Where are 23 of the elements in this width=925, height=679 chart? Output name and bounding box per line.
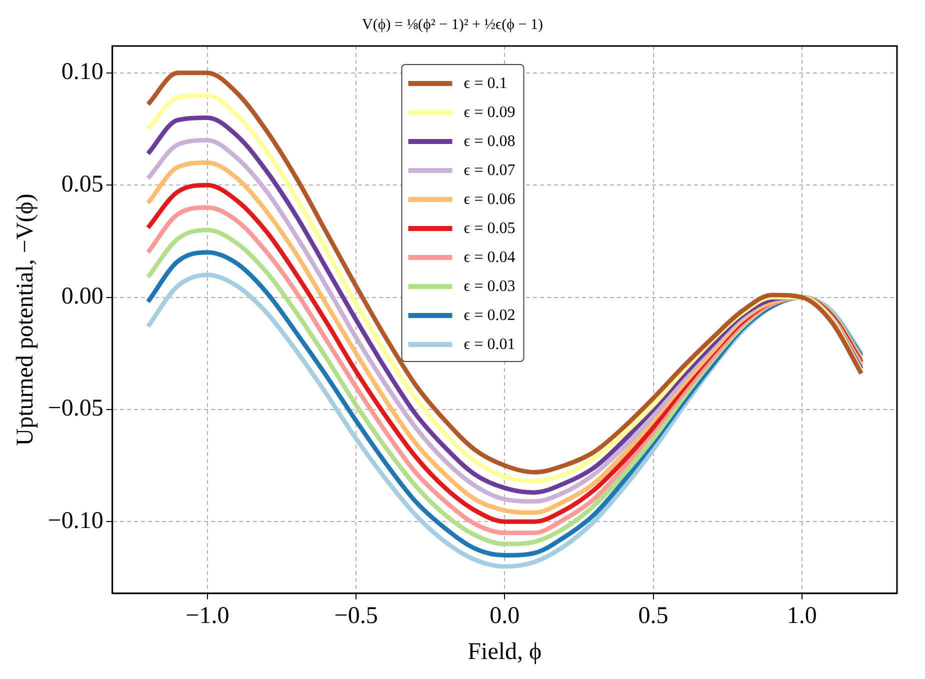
legend-label: ϵ = 0.03 [464,278,516,296]
x-tick-label: 0.0 [490,603,520,630]
y-tick-label: 0.05 [61,171,104,198]
legend-label: ϵ = 0.04 [464,248,516,266]
x-tick-label: −0.5 [334,603,378,630]
y-tick-label: 0.00 [61,284,104,310]
legend-label: ϵ = 0.05 [464,220,516,238]
legend-label: ϵ = 0.01 [464,336,516,354]
y-tick-label: −0.05 [48,396,104,422]
legend-label: ϵ = 0.1 [464,74,508,92]
y-tick-label: 0.10 [61,59,104,86]
legend-label: ϵ = 0.09 [464,104,516,122]
x-tick-label: 1.0 [786,603,817,630]
legend-label: ϵ = 0.07 [464,162,516,180]
legend-label: ϵ = 0.08 [464,132,516,150]
legend-label: ϵ = 0.06 [464,190,516,208]
x-tick-label: −1.0 [186,603,230,630]
y-axis-title: Upturned potential, −V(ϕ) [12,194,39,446]
chart-title: V(ϕ) = ⅛(ϕ² − 1)² + ½ϵ(ϕ − 1) [362,16,543,33]
x-tick-label: 0.5 [638,603,668,630]
x-axis-title: Field, ϕ [468,638,542,665]
legend-label: ϵ = 0.02 [464,306,516,324]
y-tick-label: −0.10 [48,508,104,534]
